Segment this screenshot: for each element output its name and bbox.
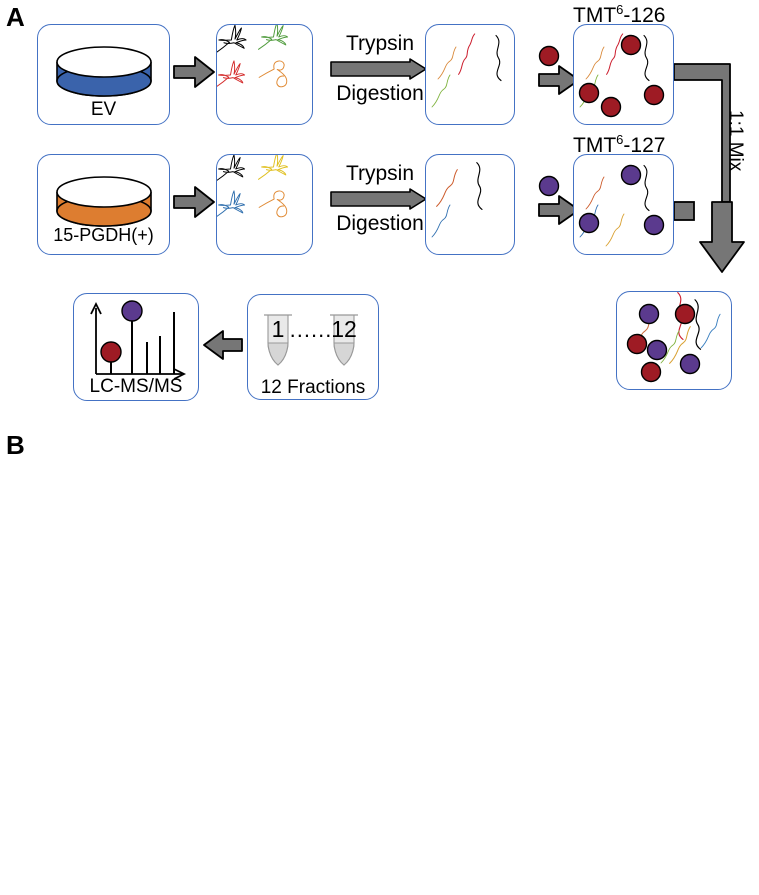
svg-text:......: ...... [290,317,333,342]
svg-text:1: 1 [272,316,285,342]
svg-text:12: 12 [331,316,357,342]
